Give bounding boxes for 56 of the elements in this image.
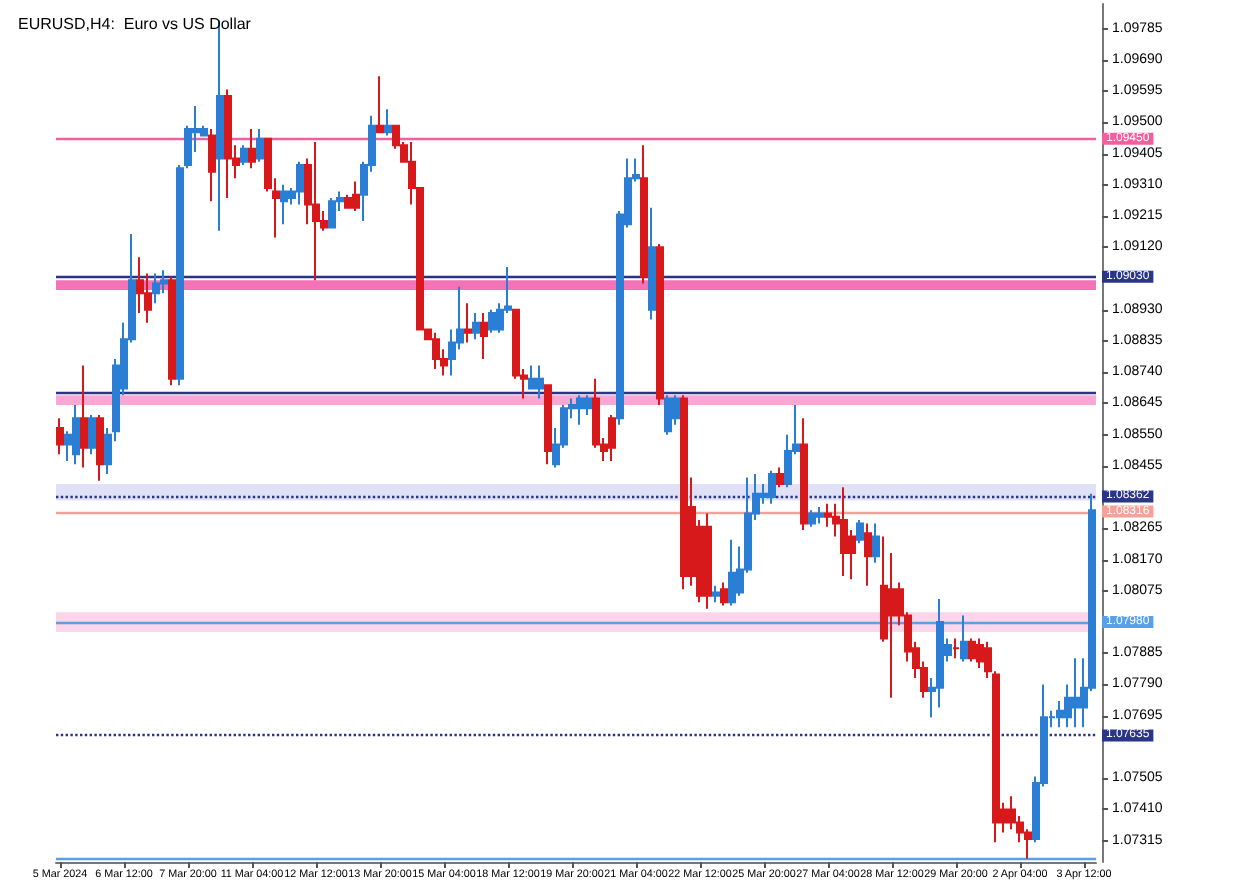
candlestick: [960, 614, 968, 663]
candlestick: [856, 519, 864, 545]
candlestick: [96, 413, 104, 482]
candlestick: [776, 466, 784, 489]
candlestick: [864, 522, 872, 587]
candlestick: [528, 364, 536, 390]
candlestick: [608, 413, 616, 462]
candlestick: [952, 637, 960, 660]
candlestick: [152, 272, 160, 305]
candlestick: [328, 196, 336, 229]
candlestick: [464, 302, 472, 344]
candlestick: [768, 469, 776, 505]
candlestick: [640, 144, 648, 285]
candlestick: [224, 88, 232, 199]
candlestick: [56, 417, 64, 456]
candlestick: [872, 522, 880, 564]
candlestick: [352, 180, 360, 213]
candlestick: [136, 256, 144, 315]
candlestick: [88, 413, 96, 456]
candlestick: [312, 141, 320, 282]
candlestick: [712, 584, 720, 604]
candlestick: [1072, 657, 1080, 729]
candlestick: [800, 417, 808, 531]
candlestick: [936, 598, 944, 709]
candlestick: [976, 637, 984, 670]
candlestick: [72, 404, 80, 466]
candlestick: [240, 144, 248, 167]
candlestick: [248, 127, 256, 170]
candlestick: [80, 364, 88, 469]
text: EURUSD,H4: Euro vs US Dollar: [18, 15, 252, 33]
candlestick: [488, 308, 496, 334]
candlestick: [648, 206, 656, 321]
candlestick: [664, 394, 672, 436]
candlestick: [256, 127, 264, 163]
candlestick: [472, 312, 480, 341]
candlestick: [544, 384, 552, 466]
candlestick: [704, 512, 712, 610]
candlestick: [296, 160, 304, 206]
candlestick: [160, 269, 168, 295]
candlestick: [432, 331, 440, 370]
candlestick: [480, 312, 488, 361]
candlestick: [376, 75, 384, 134]
candlestick: [680, 394, 688, 591]
candlestick: [536, 364, 544, 400]
candlestick: [840, 486, 848, 577]
candlestick: [968, 637, 976, 663]
candlestick: [816, 505, 824, 525]
candlestick: [280, 183, 288, 226]
candlestick: [208, 127, 216, 203]
candlestick: [384, 108, 392, 137]
candlestick: [808, 509, 816, 528]
candlestick: [720, 581, 728, 607]
candlestick: [168, 275, 176, 387]
candlestick: [656, 242, 664, 407]
candlestick: [576, 394, 584, 426]
candlestick: [728, 538, 736, 607]
